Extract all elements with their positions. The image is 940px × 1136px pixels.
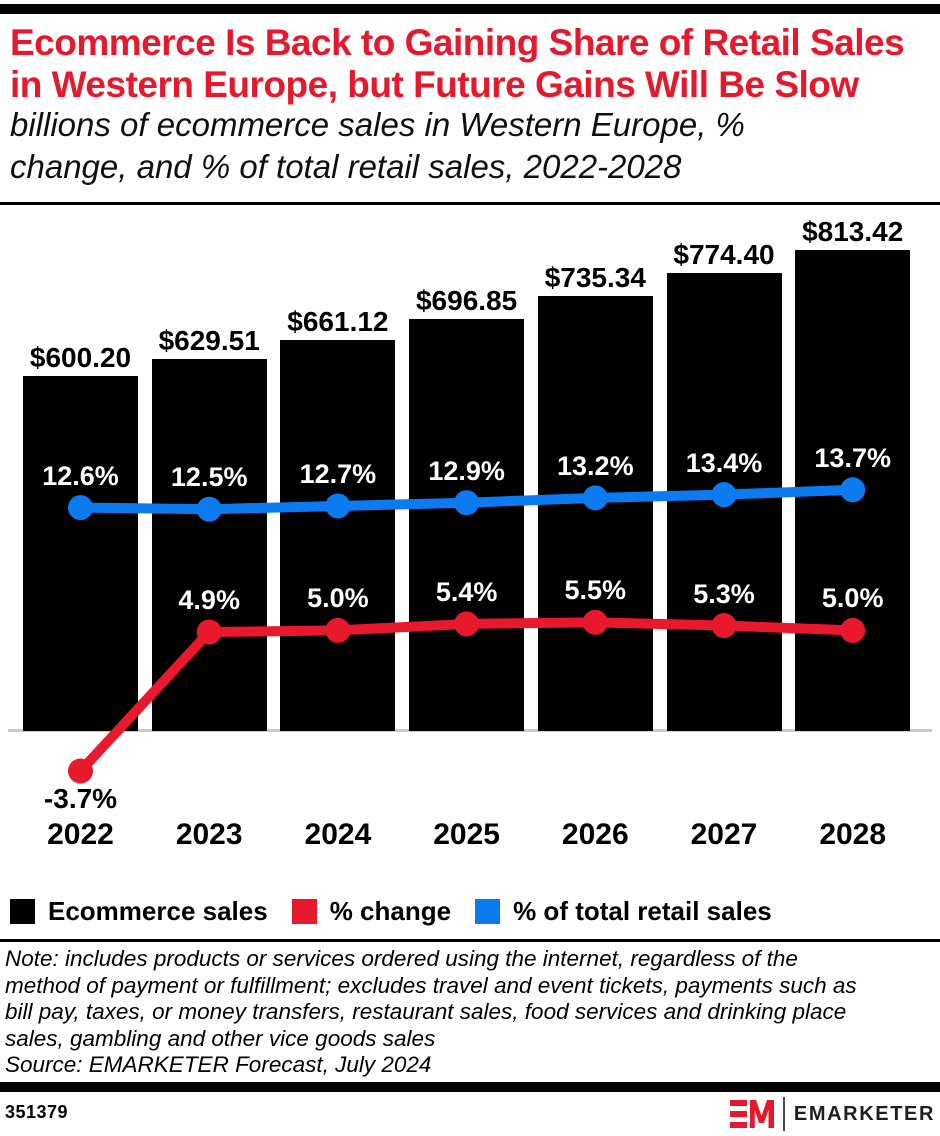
% of total retail sales-dot-2026	[582, 485, 608, 511]
point-label: 13.4%	[685, 447, 763, 478]
chart-id-number: 351379	[5, 1102, 69, 1122]
legend-item-ecommerce-sales: Ecommerce sales	[10, 896, 268, 927]
point-label: 12.6%	[42, 460, 119, 491]
bar-value-label: $774.40	[673, 239, 775, 271]
lines-layer	[68, 477, 866, 784]
x-axis-label-2028: 2028	[819, 818, 887, 851]
bar-value-label: $629.51	[158, 324, 260, 356]
legend-swatch-red	[291, 899, 317, 924]
% change-dot-2025	[454, 611, 480, 637]
legend-swatch-blue	[475, 899, 501, 924]
page-title: Ecommerce Is Back to Gaining Share of Re…	[10, 22, 905, 106]
note-line: bill pay, taxes, or money transfers, res…	[5, 999, 847, 1024]
footnote-divider	[0, 939, 940, 942]
bar-2025	[409, 318, 525, 731]
bar-2024	[280, 340, 396, 731]
% of total retail sales-dot-2024	[325, 493, 351, 519]
bar-value-label: $696.85	[415, 284, 518, 316]
x-axis-label-2022: 2022	[47, 818, 114, 851]
point-label: 12.7%	[299, 458, 377, 489]
footnote: Note: includes products or services orde…	[5, 946, 857, 1079]
subtitle-line-2: change, and % of total retail sales, 202…	[10, 148, 682, 185]
% change-line	[75, 617, 858, 776]
point-label: 5.0%	[307, 583, 369, 614]
legend-item-pct-change: % change	[291, 896, 452, 927]
legend-label: % of total retail sales	[513, 896, 772, 926]
legend-swatch-black	[10, 899, 35, 924]
point-label: 4.9%	[178, 585, 240, 616]
% change-dot-2024	[325, 617, 351, 643]
% change-dot-2026	[582, 609, 608, 635]
x-axis-label-2024: 2024	[304, 818, 372, 851]
% of total retail sales-dot-2027	[711, 482, 737, 508]
legend-label: % change	[329, 896, 452, 926]
top-black-rule	[0, 4, 940, 14]
note-line: sales, gambling and other vice goods sal…	[5, 1025, 436, 1051]
legend-item-pct-of-retail: % of total retail sales	[475, 896, 772, 927]
point-label: 12.9%	[428, 455, 505, 486]
% of total retail sales-dot-2025	[454, 490, 480, 516]
page-subtitle: billions of ecommerce sales in Western E…	[10, 104, 745, 188]
source-line: Source: EMARKETER Forecast, July 2024	[5, 1052, 432, 1077]
note-line: Note: includes products or services orde…	[5, 946, 798, 971]
emarketer-logo-icon	[729, 1100, 774, 1128]
% change-dot-2027	[711, 613, 737, 639]
subtitle-line-1: billions of ecommerce sales in Western E…	[10, 106, 745, 143]
% of total retail sales-dot-2022	[68, 495, 93, 521]
point-label: -3.7%	[43, 782, 118, 814]
note-line: method of payment or fulfillment; exclud…	[5, 972, 857, 998]
bar-value-label: $735.34	[544, 262, 646, 294]
point-label: 13.2%	[557, 450, 634, 481]
bar-2026	[537, 296, 653, 731]
combo-chart: $600.20 2022 $629.51 2023 $661.12 2024 $696.85…	[0, 205, 940, 865]
point-label: 13.7%	[814, 442, 891, 473]
% change-dot-2022	[68, 758, 93, 784]
brand-name: EMARKETER	[793, 1102, 935, 1125]
point-label: 5.3%	[693, 578, 755, 609]
x-axis-label-2025: 2025	[433, 818, 500, 851]
logo-separator	[782, 1097, 785, 1131]
% change-dot-2028	[840, 617, 866, 643]
bottom-black-rule	[0, 1082, 940, 1092]
point-label: 12.5%	[170, 462, 248, 493]
bar-value-label: $600.20	[29, 342, 132, 374]
% of total retail sales-dot-2028	[840, 477, 866, 503]
point-label: 5.0%	[821, 583, 884, 614]
x-axis-label-2023: 2023	[175, 818, 243, 851]
title-line-2: in Western Europe, but Future Gains Will…	[10, 64, 859, 105]
bar-value-label: $661.12	[287, 306, 389, 338]
point-label: 5.4%	[435, 576, 498, 607]
x-axis-label-2026: 2026	[561, 818, 629, 851]
emarketer-brand: EMARKETER	[729, 1096, 935, 1132]
% of total retail sales-dot-2023	[196, 496, 222, 522]
x-axis-label-2027: 2027	[690, 818, 758, 851]
title-line-1: Ecommerce Is Back to Gaining Share of Re…	[10, 22, 905, 63]
chart-legend: Ecommerce sales % change % of total reta…	[10, 896, 772, 927]
% change-dot-2023	[196, 619, 222, 645]
point-label: 5.5%	[564, 575, 627, 606]
bar-2022	[23, 376, 138, 731]
bar-value-label: $813.42	[802, 216, 904, 247]
header-divider	[0, 202, 940, 205]
legend-label: Ecommerce sales	[48, 896, 268, 926]
